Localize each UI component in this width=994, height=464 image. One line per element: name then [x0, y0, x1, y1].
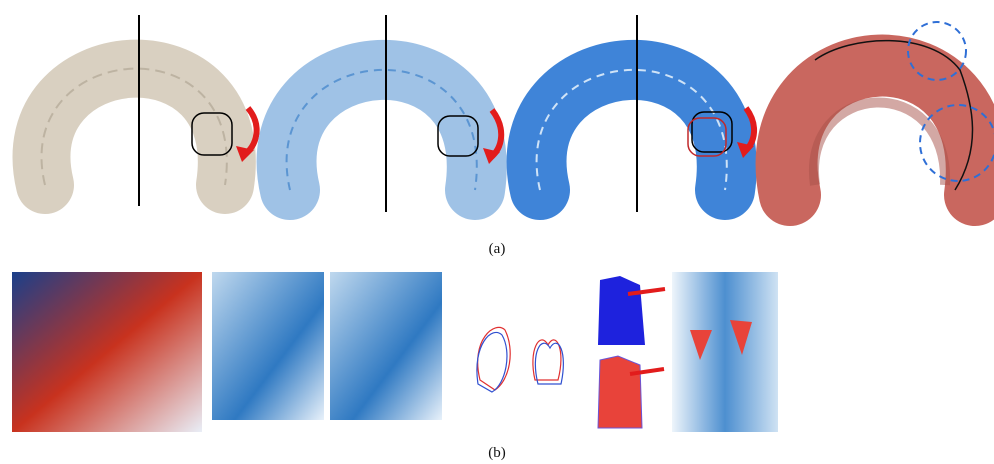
- ct-render-blue-2: [330, 272, 442, 420]
- arch-light-blue: [287, 15, 502, 212]
- arch-beige: [42, 15, 257, 206]
- tooth-blue: [598, 276, 645, 345]
- panel-label: (a): [489, 241, 506, 257]
- tooth-outlines: [477, 327, 563, 392]
- arch-blue: [537, 15, 754, 212]
- figure: (a) (b): [0, 0, 994, 464]
- ct-render-red: [12, 272, 202, 432]
- ct-render-teeth: [672, 272, 778, 432]
- tooth-red: [598, 356, 642, 428]
- arch-photo: [787, 22, 994, 195]
- ct-render-blue: [212, 272, 324, 420]
- page: {"figure": {"panels": [{"label": "(a)"},…: [0, 0, 994, 464]
- panel-label: (b): [488, 445, 506, 461]
